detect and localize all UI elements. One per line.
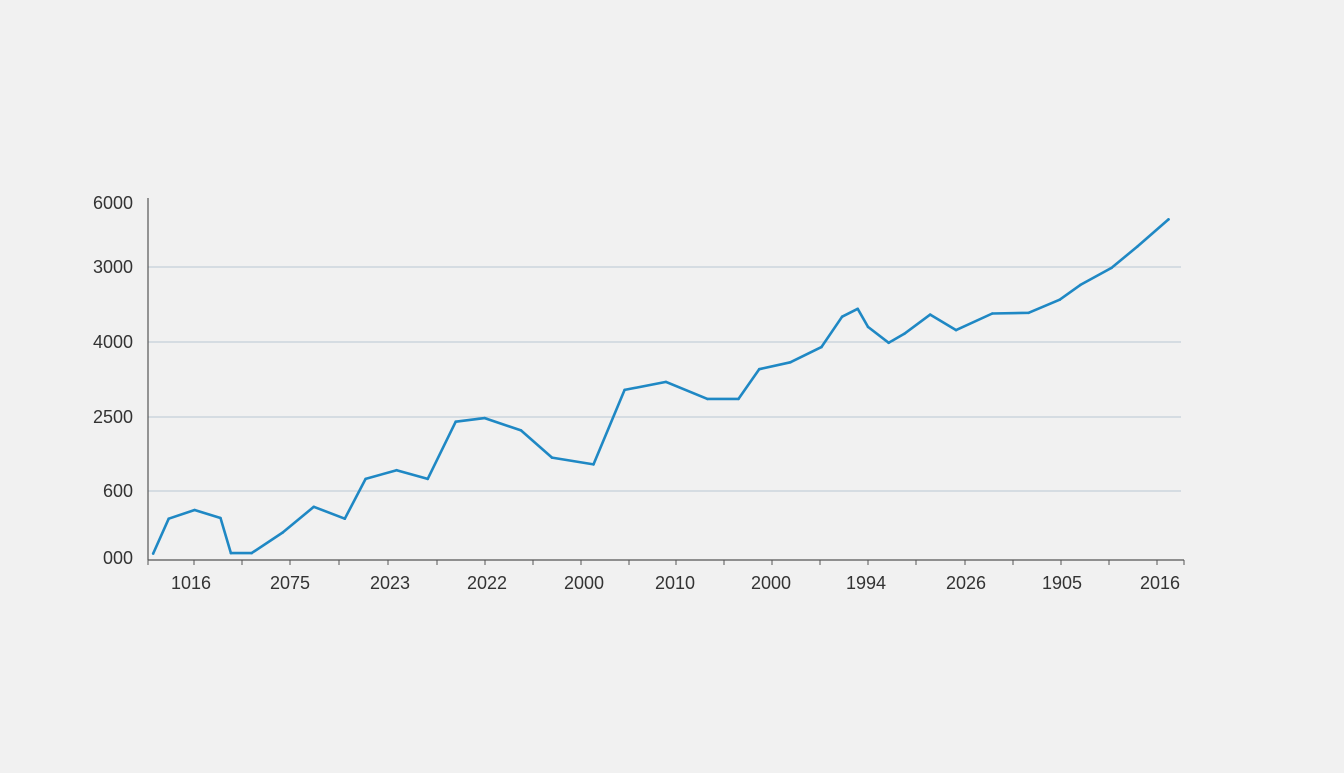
data-point [623,388,626,392]
data-point [592,463,595,466]
series-line [151,218,1170,555]
data-point [483,416,487,420]
data-point [312,505,316,509]
y-tick-label: 600 [103,481,133,501]
x-tick-label: 1016 [171,573,211,593]
data-point [903,332,906,336]
gridlines [148,266,1181,492]
data-point [1058,298,1061,302]
data-point [1110,266,1113,270]
data-point [1136,245,1139,248]
data-point [928,313,932,316]
data-point [167,517,170,520]
x-tick-label: 2022 [467,573,507,593]
data-point [737,397,740,401]
series-layer [151,218,1170,555]
x-tick-label: 2010 [655,573,695,593]
data-point [820,345,823,349]
x-tick-label: 2023 [370,573,410,593]
data-point [281,531,285,534]
data-point [229,551,233,555]
data-point [757,367,761,371]
data-point [426,477,430,481]
data-point [664,380,668,384]
y-tick-label: 000 [103,548,133,568]
data-point [550,456,554,459]
data-point [219,516,222,520]
data-point [395,468,398,472]
y-tick-label: 2500 [93,407,133,427]
y-axis-tick-labels: 6000 3000 4000 2500 600 000 [93,193,133,568]
data-point [856,307,859,311]
data-point [519,429,523,432]
x-tick-label: 2016 [1140,573,1180,593]
data-point [1027,311,1030,315]
x-tick-label: 1905 [1042,573,1082,593]
y-tick-label: 3000 [93,257,133,277]
x-tick-label: 2026 [946,573,986,593]
data-point [789,361,792,364]
data-point [454,420,458,424]
data-point [887,341,890,345]
data-point [250,551,253,555]
x-axis-tick-labels: 1016 2075 2023 2022 2000 2010 2000 1994 2026 1905… [171,573,1180,593]
x-axis-ticks [147,560,1185,565]
axes [147,198,1184,561]
data-point [343,517,347,520]
data-point [193,508,196,512]
y-tick-label: 6000 [93,193,133,213]
data-point [1079,283,1082,287]
x-tick-label: 1994 [846,573,886,593]
data-point [706,397,709,401]
data-point [151,552,155,555]
data-point [364,477,367,481]
data-point [866,325,870,329]
data-point [1167,218,1170,221]
y-tick-label: 4000 [93,332,133,352]
data-point [840,315,844,319]
x-tick-label: 2000 [751,573,791,593]
data-point [991,312,994,315]
x-tick-label: 2075 [270,573,310,593]
x-tick-label: 2000 [564,573,604,593]
data-point [954,328,958,332]
